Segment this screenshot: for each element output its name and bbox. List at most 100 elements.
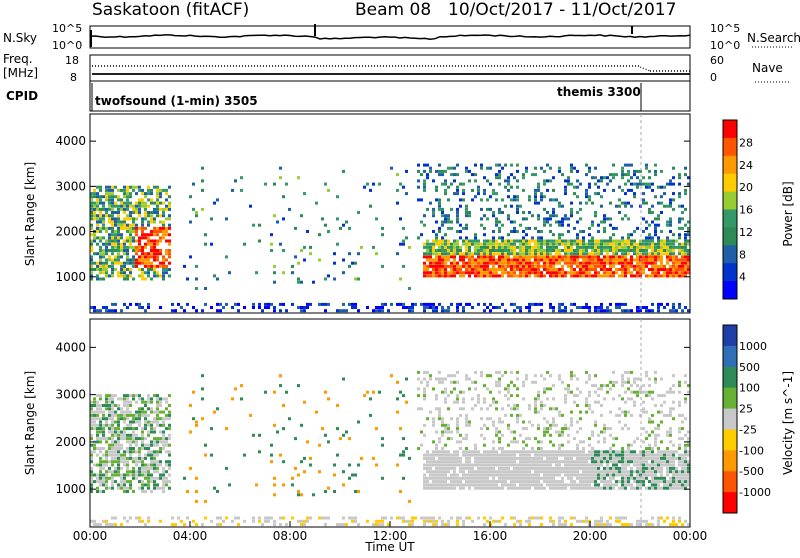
- velocity-echo-cell: [111, 474, 114, 477]
- power-echo-cell: [495, 259, 498, 262]
- velocity-echo-cell: [507, 450, 510, 453]
- power-echo-cell: [657, 259, 660, 262]
- velocity-echo-cell: [495, 371, 498, 374]
- velocity-echo-cell: [567, 427, 570, 430]
- power-echo-cell: [408, 306, 411, 309]
- power-echo-cell: [483, 274, 486, 277]
- power-echo-cell: [576, 243, 579, 246]
- power-echo-cell: [516, 186, 519, 189]
- power-echo-cell: [570, 214, 573, 217]
- power-echo-cell: [153, 268, 156, 271]
- velocity-echo-cell: [678, 414, 681, 417]
- velocity-echo-cell: [579, 487, 582, 490]
- power-echo-cell: [93, 195, 96, 198]
- power-echo-cell: [585, 265, 588, 268]
- velocity-echo-cell: [609, 477, 612, 480]
- power-echo-cell: [558, 252, 561, 255]
- colorbar-segment: [723, 388, 737, 409]
- power-echo-cell: [537, 265, 540, 268]
- power-echo-cell: [165, 230, 168, 233]
- power-echo-cell: [552, 265, 555, 268]
- power-echo-cell: [645, 186, 648, 189]
- velocity-echo-cell: [594, 424, 597, 427]
- power-echo-cell: [450, 221, 453, 224]
- velocity-echo-cell: [492, 460, 495, 463]
- power-echo-cell: [528, 227, 531, 230]
- power-echo-cell: [609, 271, 612, 274]
- velocity-echo-cell: [102, 411, 105, 414]
- power-echo-cell: [681, 274, 684, 277]
- power-echo-cell: [171, 303, 174, 306]
- power-echo-cell: [585, 271, 588, 274]
- power-echo-cell: [594, 246, 597, 249]
- velocity-echo-cell: [342, 470, 345, 473]
- velocity-echo-cell: [99, 464, 102, 467]
- power-echo-cell: [651, 240, 654, 243]
- power-echo-cell: [402, 306, 405, 309]
- velocity-echo-cell: [444, 467, 447, 470]
- velocity-echo-cell: [123, 421, 126, 424]
- power-echo-cell: [546, 262, 549, 265]
- power-echo-cell: [507, 183, 510, 186]
- velocity-echo-cell: [546, 387, 549, 390]
- power-echo-cell: [504, 255, 507, 258]
- velocity-echo-cell: [126, 490, 129, 493]
- power-echo-cell: [117, 189, 120, 192]
- power-echo-cell: [459, 274, 462, 277]
- power-echo-cell: [669, 309, 672, 312]
- power-echo-cell: [159, 221, 162, 224]
- velocity-echo-cell: [447, 374, 450, 377]
- power-echo-cell: [450, 183, 453, 186]
- velocity-echo-cell: [489, 467, 492, 470]
- velocity-echo-cell: [570, 483, 573, 486]
- power-echo-cell: [96, 230, 99, 233]
- velocity-echo-cell: [501, 474, 504, 477]
- power-echo-cell: [111, 214, 114, 217]
- velocity-echo-cell: [141, 414, 144, 417]
- power-echo-cell: [150, 211, 153, 214]
- power-echo-cell: [99, 271, 102, 274]
- power-echo-cell: [444, 249, 447, 252]
- velocity-echo-cell: [465, 457, 468, 460]
- power-echo-cell: [528, 249, 531, 252]
- velocity-echo-cell: [588, 474, 591, 477]
- power-echo-cell: [654, 224, 657, 227]
- velocity-echo-cell: [474, 387, 477, 390]
- velocity-echo-cell: [588, 457, 591, 460]
- velocity-echo-cell: [534, 464, 537, 467]
- power-echo-cell: [441, 173, 444, 176]
- velocity-echo-cell: [444, 487, 447, 490]
- power-echo-cell: [543, 179, 546, 182]
- velocity-echo-cell: [126, 480, 129, 483]
- velocity-echo-cell: [663, 457, 666, 460]
- velocity-echo-cell: [99, 421, 102, 424]
- velocity-echo-cell: [534, 474, 537, 477]
- power-echo-cell: [621, 252, 624, 255]
- velocity-echo-cell: [549, 450, 552, 453]
- velocity-echo-cell: [642, 470, 645, 473]
- power-echo-cell: [489, 208, 492, 211]
- power-echo-cell: [450, 265, 453, 268]
- velocity-echo-cell: [537, 394, 540, 397]
- power-echo-cell: [423, 252, 426, 255]
- power-echo-cell: [453, 259, 456, 262]
- velocity-echo-cell: [645, 474, 648, 477]
- power-echo-cell: [375, 306, 378, 309]
- power-echo-cell: [669, 230, 672, 233]
- power-echo-cell: [531, 271, 534, 274]
- power-echo-cell: [168, 195, 171, 198]
- velocity-echo-cell: [627, 427, 630, 430]
- power-echo-cell: [579, 306, 582, 309]
- velocity-echo-cell: [132, 434, 135, 437]
- power-echo-cell: [543, 221, 546, 224]
- power-echo-cell: [273, 265, 276, 268]
- power-echo-cell: [474, 164, 477, 167]
- velocity-echo-cell: [657, 464, 660, 467]
- power-echo-cell: [642, 249, 645, 252]
- velocity-echo-cell: [549, 487, 552, 490]
- velocity-echo-cell: [447, 467, 450, 470]
- power-echo-cell: [681, 268, 684, 271]
- power-echo-cell: [438, 170, 441, 173]
- velocity-echo-cell: [660, 470, 663, 473]
- velocity-echo-cell: [537, 474, 540, 477]
